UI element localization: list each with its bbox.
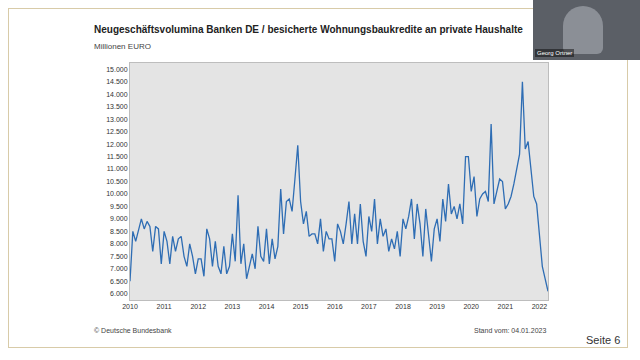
svg-text:2011: 2011 xyxy=(157,303,172,310)
svg-text:2017: 2017 xyxy=(361,303,377,310)
svg-text:2019: 2019 xyxy=(429,303,445,310)
svg-text:12.500: 12.500 xyxy=(106,128,128,135)
svg-text:9.000: 9.000 xyxy=(110,215,128,222)
svg-text:2020: 2020 xyxy=(463,303,479,310)
svg-text:13.000: 13.000 xyxy=(106,116,128,123)
svg-text:Neugeschäftsvolumina Banken DE: Neugeschäftsvolumina Banken DE / besiche… xyxy=(94,24,523,35)
svg-text:6.000: 6.000 xyxy=(110,290,128,297)
svg-text:14.000: 14.000 xyxy=(106,91,128,98)
svg-text:2022: 2022 xyxy=(532,303,548,310)
svg-text:2016: 2016 xyxy=(327,303,343,310)
svg-text:2010: 2010 xyxy=(122,303,138,310)
svg-text:© Deutsche Bundesbank: © Deutsche Bundesbank xyxy=(94,327,172,334)
svg-text:10.000: 10.000 xyxy=(106,190,128,197)
svg-text:13.500: 13.500 xyxy=(106,103,128,110)
svg-text:15.000: 15.000 xyxy=(106,66,128,73)
svg-text:2012: 2012 xyxy=(190,303,206,310)
svg-text:11.000: 11.000 xyxy=(107,165,128,172)
svg-text:14.500: 14.500 xyxy=(106,78,128,85)
svg-text:11.500: 11.500 xyxy=(107,153,128,160)
svg-text:9.500: 9.500 xyxy=(110,203,128,210)
svg-text:2018: 2018 xyxy=(395,303,411,310)
svg-text:12.000: 12.000 xyxy=(106,141,128,148)
html-text:Georg Ortner: Georg Ortner xyxy=(537,50,573,56)
svg-text:2021: 2021 xyxy=(498,303,514,310)
svg-text:7.500: 7.500 xyxy=(110,253,128,260)
svg-text:10.500: 10.500 xyxy=(106,178,128,185)
svg-text:8.500: 8.500 xyxy=(110,228,128,235)
svg-text:6.500: 6.500 xyxy=(110,278,128,285)
svg-text:2014: 2014 xyxy=(259,303,275,310)
svg-text:Seite 6: Seite 6 xyxy=(586,334,620,346)
svg-text:2015: 2015 xyxy=(293,303,309,310)
svg-text:Stand vom: 04.01.2023: Stand vom: 04.01.2023 xyxy=(474,327,546,334)
svg-text:Millionen EURO: Millionen EURO xyxy=(94,42,151,51)
svg-text:8.000: 8.000 xyxy=(110,240,128,247)
svg-text:2013: 2013 xyxy=(225,303,241,310)
svg-text:7.000: 7.000 xyxy=(110,265,128,272)
